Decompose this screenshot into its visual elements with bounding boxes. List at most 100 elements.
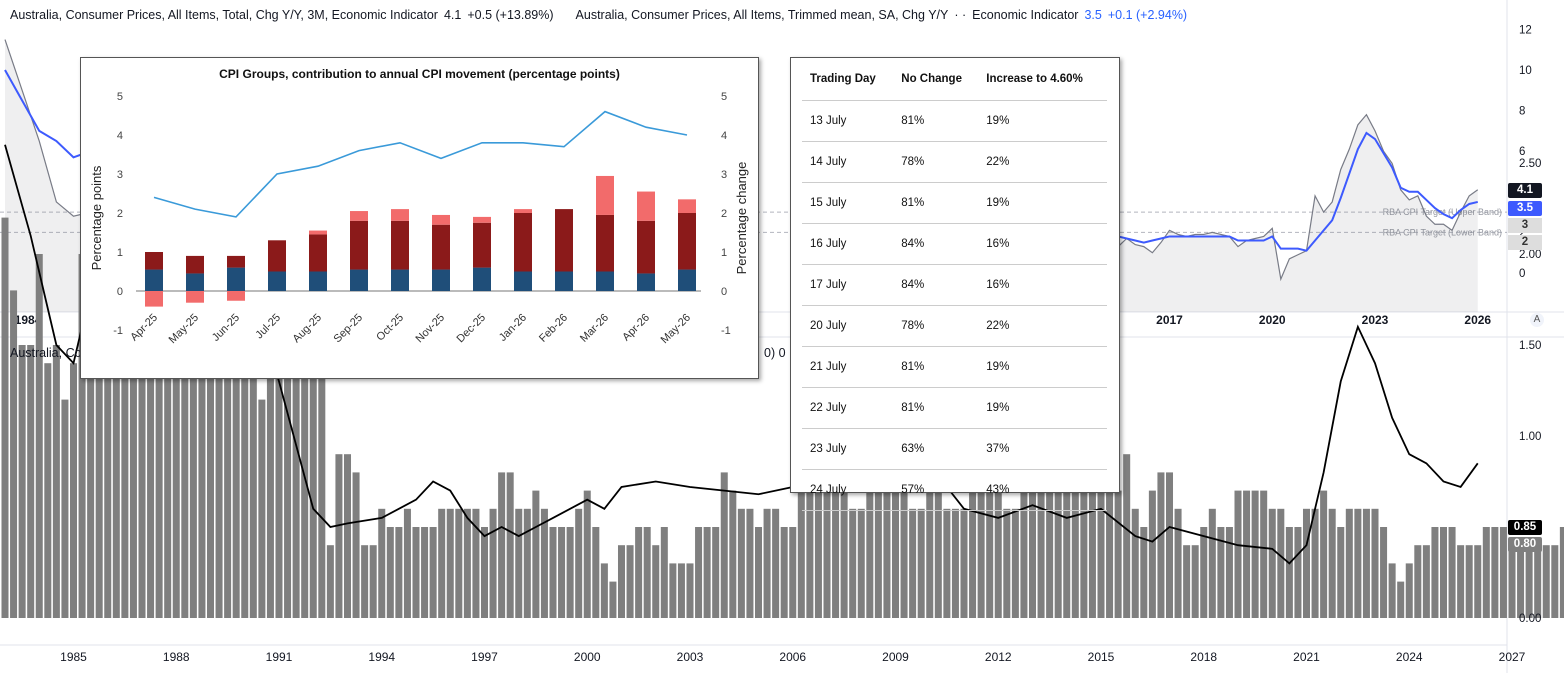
inset-stack-bar (391, 269, 409, 291)
gdp-bar (866, 490, 874, 618)
gdp-bar (1268, 508, 1276, 618)
headline-cpi-line-recent-area (1109, 114, 1478, 312)
bottom-y-tick: 1.00 (1519, 431, 1541, 443)
table-row: 22 July 81% 19% (802, 387, 1107, 429)
inset-stack-bar (596, 175, 614, 215)
gdp-bar (95, 235, 103, 619)
col-header-trading-day: Trading Day (802, 58, 894, 101)
cell-no-change: 81% (893, 182, 979, 224)
gdp-bar (926, 490, 934, 618)
gdp-bar (566, 527, 574, 618)
gdp-bar (1371, 508, 1379, 618)
gdp-bar (729, 490, 737, 618)
bottom-x-tick: 2024 (1396, 650, 1423, 664)
gdp-bar (1302, 508, 1311, 618)
price-label-pane2-bar: 0.80 (1508, 537, 1542, 552)
gdp-bar (951, 508, 959, 618)
gdp-bar (172, 272, 180, 618)
gdp-bar (369, 545, 377, 618)
gdp-bar (429, 527, 437, 618)
cell-no-change: 84% (893, 223, 979, 265)
inset-right-axis-label: Percentage change (734, 162, 749, 275)
series2-name[interactable]: Australia, Consumer Prices, All Items, T… (575, 8, 949, 22)
gdp-bar (1380, 527, 1388, 618)
gdp-bar (1499, 527, 1507, 618)
gdp-bar (1328, 508, 1336, 618)
gdp-bar (10, 290, 18, 618)
inset-x-tick: Feb-26 (537, 312, 570, 345)
gdp-bar (986, 472, 994, 618)
inset-stack-bar (596, 214, 614, 272)
gdp-bar (1465, 545, 1473, 618)
gdp-bar (1183, 545, 1191, 618)
gdp-bar (1243, 490, 1251, 618)
inset-stack-bar (555, 209, 573, 272)
headline-cpi-line-recent (1109, 113, 1479, 282)
gdp-bar (412, 527, 420, 618)
gdp-bar (1114, 490, 1122, 618)
cell-no-change: 78% (893, 305, 979, 347)
bottom-y-tick: 0.00 (1519, 613, 1541, 625)
inset-stack-bar (678, 199, 696, 213)
gdp-bar (232, 363, 240, 618)
gdp-bar (1088, 490, 1096, 618)
gdp-bar (1003, 508, 1011, 618)
gdp-bar (969, 490, 977, 618)
gdp-bar (660, 527, 668, 618)
series1-name[interactable]: Australia, Consumer Prices, All Items, T… (10, 8, 438, 22)
gdp-bar (652, 545, 660, 618)
top-y-tick: 10 (1519, 65, 1532, 77)
gdp-bar (1534, 545, 1542, 618)
inset-chart-title: CPI Groups, contribution to annual CPI m… (219, 67, 620, 81)
gdp-bar (943, 508, 951, 618)
gdp-bar (1345, 508, 1353, 618)
cell-increase: 19% (978, 100, 1107, 142)
inset-x-tick: May-25 (167, 312, 201, 346)
gdp-bar (832, 490, 840, 618)
gdp-bar (917, 508, 925, 618)
inset-left-y-tick: 2 (117, 208, 123, 220)
gdp-bar (52, 345, 60, 618)
inset-stack-bar (268, 240, 286, 272)
gdp-bar (27, 345, 35, 618)
cell-no-change: 84% (893, 264, 979, 306)
gdp-bar (181, 326, 189, 618)
gdp-bar (87, 235, 95, 619)
cell-trading-day: 20 July (802, 305, 894, 347)
price-label-pane2-ma: 0.85 (1508, 520, 1542, 535)
bottom-x-tick: 2000 (574, 650, 601, 664)
gdp-bar (224, 363, 232, 618)
gdp-bar (1457, 545, 1465, 618)
inset-right-y-tick: -1 (721, 325, 731, 337)
gdp-bar (532, 490, 540, 618)
gdp-bar (352, 472, 360, 618)
gdp-bar (309, 290, 317, 618)
top-y-tick: 6 (1519, 146, 1525, 158)
cell-trading-day: 17 July (802, 264, 894, 306)
gdp-bar (549, 527, 557, 618)
inset-x-tick: May-26 (659, 312, 693, 346)
gdp-bar (164, 217, 172, 618)
inset-x-tick: Jul-25 (253, 312, 283, 342)
cell-trading-day: 24 July (802, 469, 894, 511)
gdp-bar (617, 545, 626, 618)
table-row: 16 July 84% 16% (802, 223, 1107, 265)
cell-no-change: 81% (893, 387, 979, 429)
gdp-bar (1097, 490, 1105, 618)
gdp-bar (326, 545, 334, 618)
gdp-bar (463, 508, 471, 618)
bottom-legend[interactable]: Australia, Co (10, 346, 82, 360)
price-label-headline: 4.1 (1508, 183, 1542, 198)
bottom-x-tick: 1991 (266, 650, 293, 664)
inset-stack-bar (514, 209, 532, 213)
auto-scale-button[interactable]: A (1530, 313, 1544, 327)
gdp-bar (1277, 508, 1285, 618)
gdp-bar (129, 254, 137, 618)
inset-stack-bar (514, 271, 532, 291)
top-y-tick: 8 (1519, 106, 1525, 118)
bottom-x-tick: 2003 (677, 650, 704, 664)
top-x-tick: 2017 (1156, 313, 1183, 327)
gdp-bar (506, 472, 514, 618)
gdp-bar (121, 235, 129, 619)
